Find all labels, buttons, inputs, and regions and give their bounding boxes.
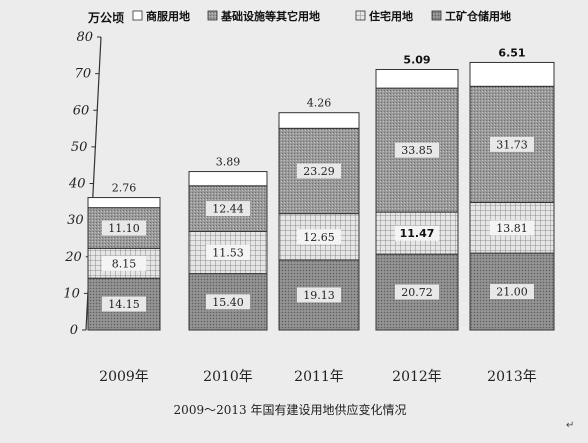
bar-segment [87,197,161,209]
y-axis: 0 10 20 30 40 50 60 70 80 [63,30,102,338]
data-label: 33.85 [401,144,433,157]
data-label: 8.15 [112,257,137,270]
data-label: 31.73 [496,138,528,151]
y-tick-label: 10 [63,286,80,301]
x-category-label: 2010年 [203,369,253,385]
data-label: 15.40 [212,296,244,309]
y-tick-label: 70 [75,67,92,82]
data-label: 6.51 [498,46,525,59]
y-axis-unit-label: 万公顷 [87,11,124,25]
bar-stack-2: 19.13 12.65 23.29 4.26 [278,97,360,331]
chart-caption: 2009～2013 年国有建设用地供应变化情况 [174,402,407,417]
data-label-box [490,220,534,236]
x-category-label: 2011年 [294,369,344,385]
legend-item: 商服用地 [132,9,190,23]
data-label: 21.00 [496,286,528,299]
data-label: 11.53 [212,246,244,259]
data-label: 2.76 [112,182,137,195]
y-tick-label: 60 [73,103,90,118]
data-label: 3.89 [216,156,241,169]
y-tick-label: 50 [71,140,88,155]
y-tick-label: 80 [76,30,93,45]
legend-swatch [431,10,442,21]
data-label: 23.29 [303,165,335,178]
data-label: 11.47 [400,227,435,240]
data-label-box [102,255,146,271]
data-label-box [490,284,534,300]
x-category-label: 2009年 [99,369,149,385]
x-category-label: 2012年 [392,369,442,385]
data-label-box [206,201,250,217]
data-label-box [206,294,250,310]
y-tick-label: 30 [67,213,84,228]
paragraph-return-mark: ↵ [566,420,574,431]
bar-segment [188,171,268,187]
legend-swatch [132,10,143,21]
bar-stack-3: 20.72 11.47 33.85 5.09 [375,53,459,331]
data-label-box [297,229,341,245]
data-label: 19.13 [303,289,335,302]
bar-segment [278,112,360,129]
legend-item: 住宅用地 [355,9,413,23]
data-label-box [206,244,250,260]
bar-segment [375,68,459,89]
data-label-box [395,225,439,241]
legend-label: 工矿仓储用地 [445,9,511,23]
data-label: 12.65 [303,231,335,244]
bar-segment [469,61,555,87]
data-label: 12.44 [212,203,244,216]
data-label: 4.26 [307,97,332,110]
bar-stack-1: 15.40 11.53 12.44 3.89 [188,156,268,331]
data-label: 5.09 [403,53,430,66]
y-tick-label: 20 [64,250,82,265]
y-tick-label: 40 [68,177,86,192]
data-label: 20.72 [401,286,433,299]
bar-stacks: 14.15 8.15 11.10 2.76 15.40 11.53 12.44 3.89 19.… [87,46,555,331]
data-label: 13.81 [496,222,528,235]
data-label-box [102,220,146,236]
legend: 商服用地 基础设施等其它用地 住宅用地 工矿仓储用地 [132,9,511,23]
data-label-box [395,142,439,158]
bar-stack-4: 21.00 13.81 31.73 6.51 [469,46,555,331]
data-label: 11.10 [108,222,140,235]
y-tick-label: 0 [70,323,78,338]
legend-label: 商服用地 [146,9,190,23]
legend-item: 工矿仓储用地 [431,9,511,23]
x-axis-category-labels: 2009年 2010年 2011年 2012年 2013年 [99,369,537,385]
legend-swatch [355,10,366,21]
legend-swatch [207,10,218,21]
bar-stack-0: 14.15 8.15 11.10 2.76 [87,182,161,331]
data-label-box [297,287,341,303]
x-category-label: 2013年 [487,369,537,385]
data-label: 14.15 [108,298,140,311]
legend-label: 住宅用地 [369,9,413,23]
data-label-box [102,296,146,312]
legend-label: 基础设施等其它用地 [220,9,320,23]
data-label-box [490,136,534,152]
data-label-box [395,284,439,300]
legend-item: 基础设施等其它用地 [207,9,320,23]
data-label-box [297,163,341,179]
